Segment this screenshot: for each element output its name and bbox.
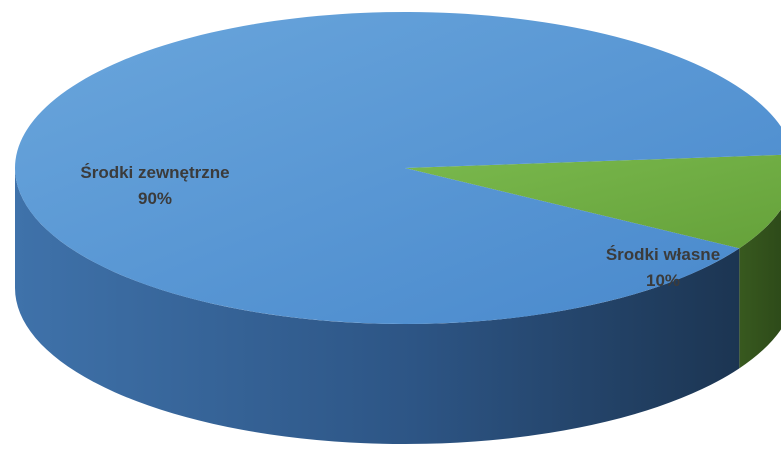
pie-slice-external-funds [15,12,781,324]
pie-slice-side-external [15,168,740,444]
pie-slice-own-funds [405,154,781,249]
slice-label-own: Środki własne [606,245,720,264]
slice-label-external: Środki zewnętrzne [80,163,229,182]
pie-slice-side-own [739,209,781,369]
slice-value-own: 10% [646,271,680,290]
slice-value-external: 90% [138,189,172,208]
